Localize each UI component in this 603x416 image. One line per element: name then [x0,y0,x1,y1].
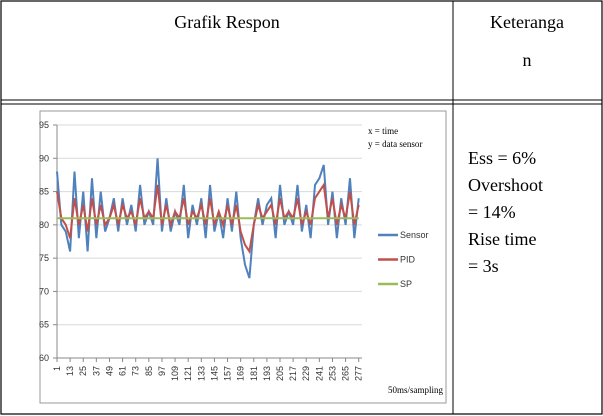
x-tick-label: 97 [157,366,167,376]
x-tick-label: 181 [249,366,259,381]
x-tick-label: 193 [262,366,272,381]
x-tick-label: 13 [65,366,75,376]
x-tick-label: 25 [78,366,88,376]
legend-label: SP [400,279,412,289]
x-tick-label: 229 [301,366,311,381]
y-tick-label: 75 [39,253,49,263]
x-tick-label: 133 [196,366,206,381]
legend-label: PID [400,255,416,265]
x-tick-label: 1 [52,366,62,371]
y-tick-label: 70 [39,286,49,296]
x-tick-label: 157 [223,366,233,381]
x-tick-label: 73 [131,366,141,376]
x-tick-label: 109 [170,366,180,381]
x-tick-label: 217 [288,366,298,381]
header-cell: Grafik Respon [174,12,279,32]
y-tick-label: 65 [39,320,49,330]
x-tick-label: 169 [236,366,246,381]
x-tick-label: 265 [341,366,351,381]
x-tick-label: 253 [327,366,337,381]
y-tick-label: 95 [39,120,49,130]
x-tick-label: 205 [275,366,285,381]
x-tick-label: 241 [314,366,324,381]
x-tick-label: 61 [118,366,128,376]
y-tick-label: 85 [39,187,49,197]
description-line: = 3s [468,256,499,276]
description-line: Overshoot [468,175,543,195]
y-tick-label: 80 [39,220,49,230]
description-line: = 14% [468,202,516,222]
description-line: Rise time [468,229,537,249]
annotation: 50ms/sampling [388,385,444,395]
x-tick-label: 37 [91,366,101,376]
legend-label: Sensor [400,230,429,240]
x-tick-label: 85 [144,366,154,376]
y-tick-label: 60 [39,353,49,363]
x-tick-label: 145 [209,366,219,381]
x-tick-label: 49 [104,366,114,376]
header-cell: Keteranga [490,12,564,32]
annotation: x = time [368,126,398,136]
description-line: Ess = 6% [468,148,536,168]
y-tick-label: 90 [39,153,49,163]
header-cell: n [523,50,532,70]
annotation: y = data sensor [368,139,422,149]
x-tick-label: 121 [183,366,193,381]
x-tick-label: 277 [354,366,364,381]
